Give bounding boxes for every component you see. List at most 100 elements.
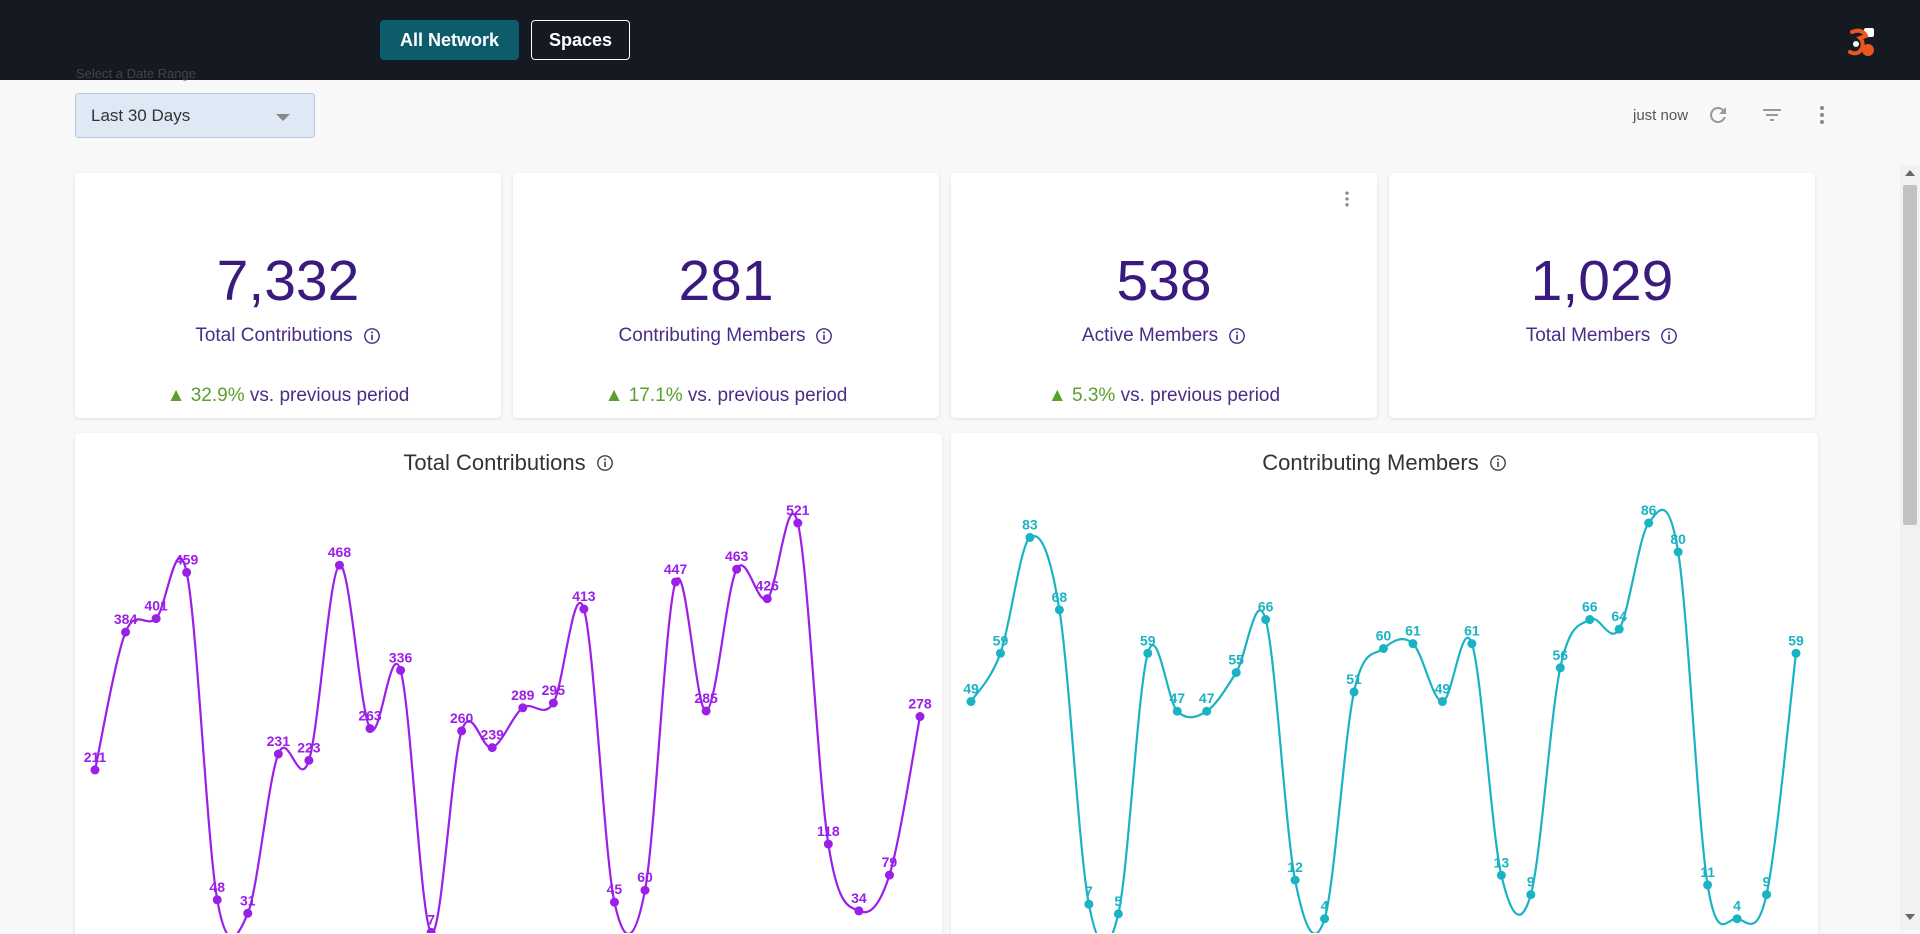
data-point[interactable] [966,697,976,707]
data-point[interactable] [304,755,314,765]
data-point[interactable] [609,897,619,907]
data-label: 7 [427,911,435,927]
data-point[interactable] [396,665,406,675]
data-point[interactable] [121,627,131,637]
data-point[interactable] [1143,648,1153,658]
data-point[interactable] [732,564,742,574]
data-point[interactable] [671,577,681,587]
data-label: 9 [1763,874,1771,890]
data-point[interactable] [854,906,864,916]
data-point[interactable] [1437,697,1447,707]
kpi-card-total-contributions [75,173,501,418]
data-point[interactable] [365,724,375,734]
data-point[interactable] [548,698,558,708]
data-point[interactable] [1614,624,1624,634]
kpi-label: Total Contributions [195,325,353,346]
data-label: 13 [1494,854,1510,870]
data-point[interactable] [1320,914,1330,924]
kpi-change-suffix: vs. previous period [682,385,848,406]
data-point[interactable] [915,712,925,722]
data-point[interactable] [212,895,222,905]
data-point[interactable] [701,706,711,716]
kpi-value: 281 [678,249,774,313]
data-point[interactable] [762,594,772,604]
data-label: 47 [1169,690,1185,706]
kpi-card-contributing-members [513,173,939,418]
data-label: 384 [114,611,138,627]
data-point[interactable] [1349,687,1359,697]
all-network-button[interactable]: All Network [380,20,519,60]
data-point[interactable] [1673,547,1683,557]
data-point[interactable] [1379,643,1388,653]
data-point[interactable] [1054,605,1064,615]
data-point[interactable] [334,560,344,570]
data-point[interactable] [1202,706,1212,716]
data-point[interactable] [640,885,650,895]
info-icon[interactable] [1489,454,1507,472]
data-point[interactable] [1644,518,1654,528]
data-point[interactable] [1113,909,1123,919]
data-point[interactable] [1791,648,1801,658]
data-point[interactable] [426,927,436,933]
date-range-select[interactable]: Last 30 Days [75,93,315,138]
data-label: 289 [511,687,535,703]
data-label: 79 [882,854,898,870]
data-point[interactable] [823,839,833,849]
kpi-value: 538 [1116,249,1212,313]
data-label: 47 [1199,690,1215,706]
info-icon[interactable] [815,327,833,345]
last-updated-text: just now [1633,107,1689,124]
data-label: 56 [1552,647,1568,663]
data-point[interactable] [1762,890,1772,900]
refresh-icon[interactable] [1706,103,1730,127]
scrollbar-thumb[interactable] [1903,185,1917,525]
data-point[interactable] [793,518,803,528]
data-label: 5 [1114,893,1122,909]
info-icon[interactable] [1660,327,1678,345]
data-point[interactable] [1290,875,1300,885]
data-point[interactable] [1467,639,1477,649]
more-vertical-icon[interactable] [1810,103,1834,127]
data-point[interactable] [1585,615,1595,625]
info-icon[interactable] [596,454,614,472]
filter-icon[interactable] [1760,103,1784,127]
scroll-up-arrow[interactable] [1905,170,1915,176]
data-label: 7 [1085,883,1093,899]
data-point[interactable] [243,908,253,918]
scroll-down-arrow[interactable] [1905,914,1915,920]
data-point[interactable] [487,743,497,753]
info-icon[interactable] [363,327,381,345]
data-point[interactable] [1084,899,1094,909]
data-label: 12 [1287,859,1303,875]
data-point[interactable] [1555,663,1565,673]
data-point[interactable] [1526,890,1536,900]
card-more-icon[interactable] [1337,189,1357,209]
spaces-button[interactable]: Spaces [531,20,630,60]
data-label: 68 [1052,589,1068,605]
data-point[interactable] [1496,870,1506,880]
data-point[interactable] [884,870,894,880]
kpi-value: 7,332 [216,249,360,313]
data-point[interactable] [1172,706,1182,716]
data-point[interactable] [151,614,161,624]
data-point[interactable] [273,749,283,759]
data-point[interactable] [518,703,528,713]
data-label: 48 [209,879,225,895]
data-point[interactable] [1703,880,1713,890]
kpi-change: ▲ 5.3% [1047,385,1116,406]
data-point[interactable] [182,567,192,577]
data-label: 31 [240,892,256,908]
data-point[interactable] [579,604,589,614]
app-logo-icon[interactable] [1846,26,1876,58]
data-point[interactable] [90,765,100,775]
data-point[interactable] [995,648,1005,658]
data-point[interactable] [1261,615,1271,625]
data-point[interactable] [1408,639,1418,649]
data-point[interactable] [1231,668,1241,678]
info-icon[interactable] [1228,327,1246,345]
data-point[interactable] [1025,532,1035,542]
data-label: 86 [1641,502,1657,518]
data-point[interactable] [457,726,467,736]
data-point[interactable] [1732,914,1742,924]
data-label: 59 [1140,632,1156,648]
